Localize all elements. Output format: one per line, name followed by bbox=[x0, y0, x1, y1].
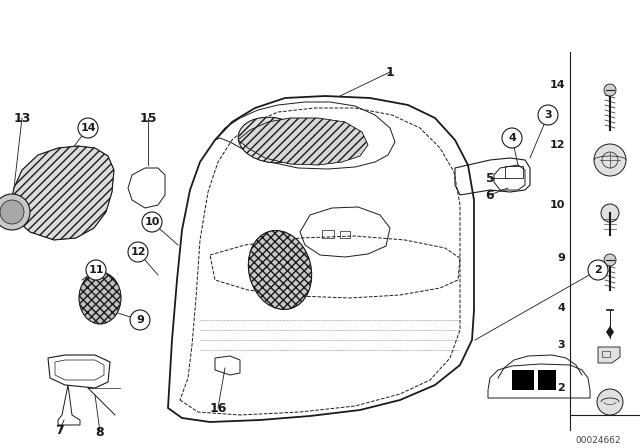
Text: 10: 10 bbox=[144, 217, 160, 227]
Ellipse shape bbox=[248, 231, 312, 310]
Circle shape bbox=[604, 254, 616, 266]
Text: 7: 7 bbox=[56, 423, 65, 436]
Polygon shape bbox=[238, 118, 368, 165]
Bar bbox=[602, 351, 610, 357]
Circle shape bbox=[601, 204, 619, 222]
Text: 3: 3 bbox=[544, 110, 552, 120]
Circle shape bbox=[0, 194, 30, 230]
Polygon shape bbox=[598, 347, 620, 363]
Ellipse shape bbox=[79, 272, 121, 324]
Circle shape bbox=[128, 242, 148, 262]
Text: 12: 12 bbox=[550, 140, 565, 150]
Circle shape bbox=[0, 200, 24, 224]
Text: 11: 11 bbox=[88, 265, 104, 275]
Text: 8: 8 bbox=[96, 426, 104, 439]
Text: 12: 12 bbox=[131, 247, 146, 257]
Polygon shape bbox=[10, 146, 114, 240]
Circle shape bbox=[86, 260, 106, 280]
Ellipse shape bbox=[238, 117, 306, 163]
Bar bbox=[340, 231, 350, 238]
Text: 2: 2 bbox=[594, 265, 602, 275]
Circle shape bbox=[502, 128, 522, 148]
Text: 3: 3 bbox=[557, 340, 565, 350]
Text: 9: 9 bbox=[557, 253, 565, 263]
Circle shape bbox=[538, 105, 558, 125]
Text: 00024662: 00024662 bbox=[575, 435, 621, 444]
Text: 4: 4 bbox=[557, 303, 565, 313]
Text: 6: 6 bbox=[486, 189, 494, 202]
Text: 4: 4 bbox=[508, 133, 516, 143]
Bar bbox=[512, 370, 534, 390]
Circle shape bbox=[142, 212, 162, 232]
Circle shape bbox=[597, 389, 623, 415]
Text: 14: 14 bbox=[549, 80, 565, 90]
Bar bbox=[505, 166, 523, 178]
Circle shape bbox=[130, 310, 150, 330]
Text: 9: 9 bbox=[136, 315, 144, 325]
Text: 15: 15 bbox=[140, 112, 157, 125]
Circle shape bbox=[604, 84, 616, 96]
Circle shape bbox=[78, 118, 98, 138]
Circle shape bbox=[588, 260, 608, 280]
Text: 10: 10 bbox=[550, 200, 565, 210]
Circle shape bbox=[594, 144, 626, 176]
Text: 2: 2 bbox=[557, 383, 565, 393]
Text: 16: 16 bbox=[209, 401, 227, 414]
Text: 5: 5 bbox=[486, 172, 494, 185]
Text: 1: 1 bbox=[386, 65, 394, 78]
Polygon shape bbox=[606, 326, 614, 338]
Bar bbox=[538, 370, 556, 390]
Text: 14: 14 bbox=[80, 123, 96, 133]
Text: 13: 13 bbox=[13, 112, 31, 125]
Bar bbox=[322, 230, 334, 238]
